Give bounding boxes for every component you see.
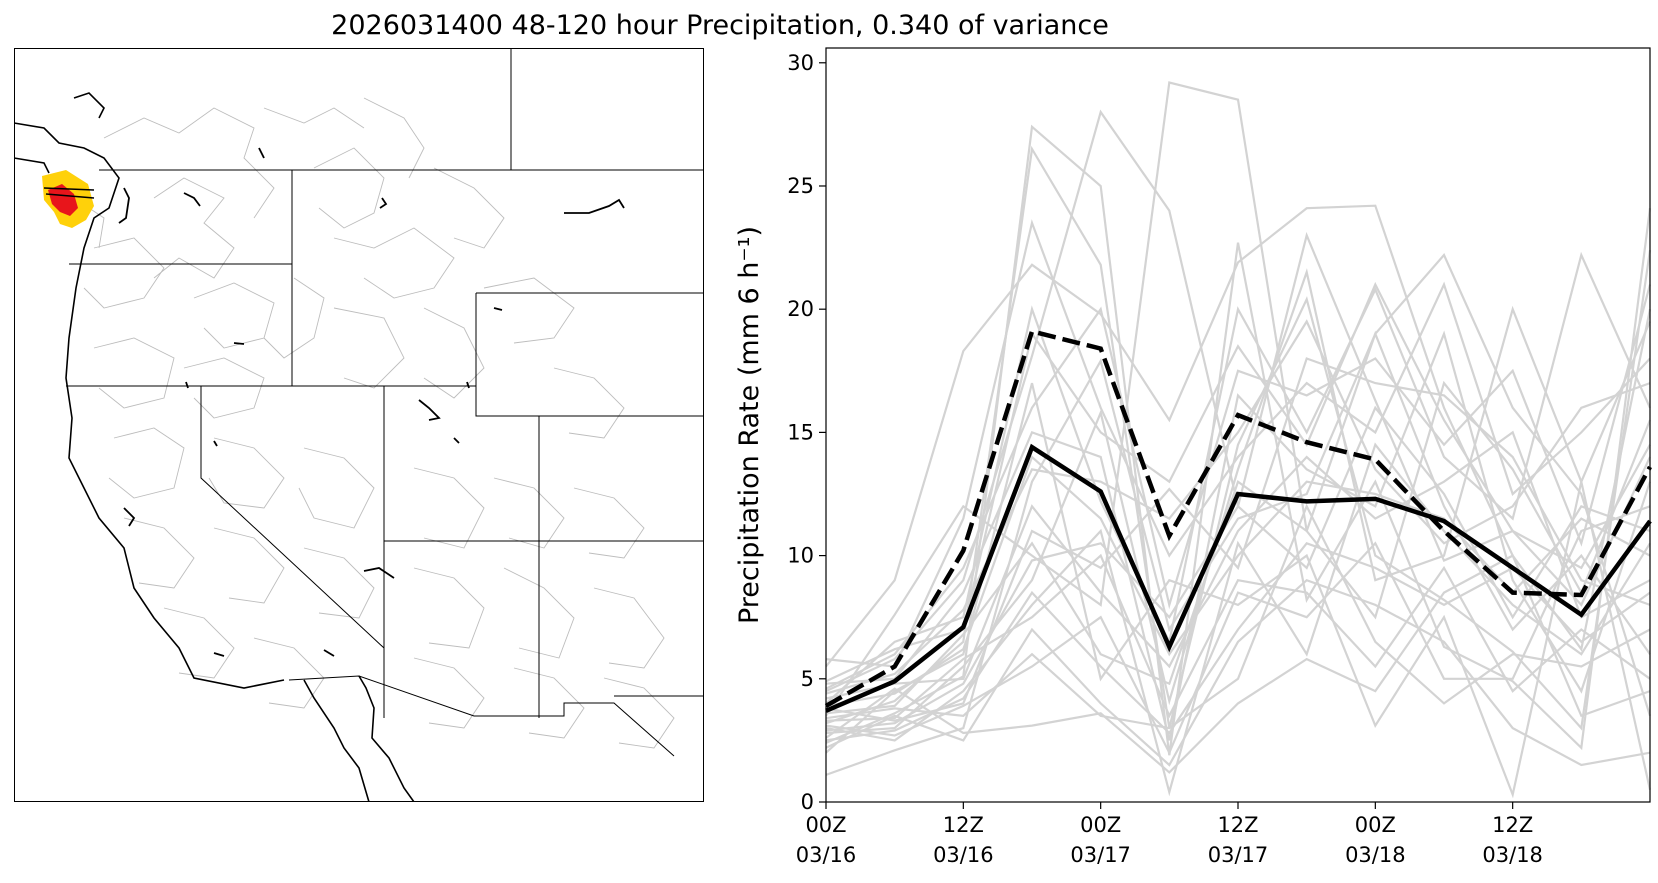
y-tick-label: 10 [787,544,814,568]
member-line [825,505,1651,756]
basin-boundaries [73,97,675,749]
member-line [825,268,1652,735]
member-line [825,553,1651,722]
member-line [825,219,1651,668]
chart-title: 2026031400 48-120 hour Precipitation, 0.… [331,10,1109,41]
x-tick-label-date: 03/17 [1208,843,1269,867]
y-tick-label: 15 [787,420,814,444]
x-tick-label-time: 00Z [1355,813,1396,837]
member-line [825,319,1651,695]
y-tick-label: 20 [787,297,814,321]
map-panel [13,48,704,803]
member-line [825,380,1652,715]
x-tick-label-time: 12Z [1492,813,1533,837]
y-axis-ticks: 0 5 10 15 20 25 30 [787,51,826,814]
member-line [825,251,1652,705]
composite-mean-line [824,328,1652,708]
y-tick-label: 0 [801,790,814,814]
western-us-map [13,48,704,803]
x-tick-label-date: 03/16 [933,843,994,867]
member-line [825,357,1651,722]
x-tick-label-date: 03/17 [1070,843,1131,867]
map-frame [14,48,704,802]
state-borders [66,48,704,757]
x-axis-ticks: 00Z 03/16 12Z 03/16 00Z 03/17 12Z 03/17 00Z 03/18… [796,802,1543,867]
member-line [825,382,1652,799]
x-tick-label-date: 03/18 [1482,843,1543,867]
lakes [118,147,625,657]
member-line [825,554,1651,774]
coastline [13,92,415,803]
x-tick-label-time: 12Z [943,813,984,837]
x-tick-label-date: 03/16 [796,843,857,867]
member-line [825,503,1651,730]
member-line [825,145,1652,731]
precipitation-highlight [42,170,95,228]
member-line [825,430,1651,700]
y-axis-label: Precipitation Rate (mm 6 h⁻¹) [734,226,765,624]
member-line [825,330,1652,741]
member-line [825,405,1651,732]
member-line [825,284,1652,690]
x-tick-label-time: 12Z [1217,813,1258,837]
ensemble-members [825,81,1652,799]
y-tick-label: 5 [801,667,814,691]
x-tick-label-time: 00Z [805,813,846,837]
member-line [825,578,1651,767]
y-tick-label: 30 [787,51,814,75]
member-line [825,81,1651,717]
y-tick-label: 25 [787,174,814,198]
member-line [825,252,1652,776]
mean-lines [824,328,1652,713]
x-tick-label-time: 00Z [1080,813,1121,837]
x-tick-label-date: 03/18 [1345,843,1406,867]
highlight-high [48,184,78,216]
member-line [825,442,1651,797]
ensemble-mean-line [825,443,1652,713]
